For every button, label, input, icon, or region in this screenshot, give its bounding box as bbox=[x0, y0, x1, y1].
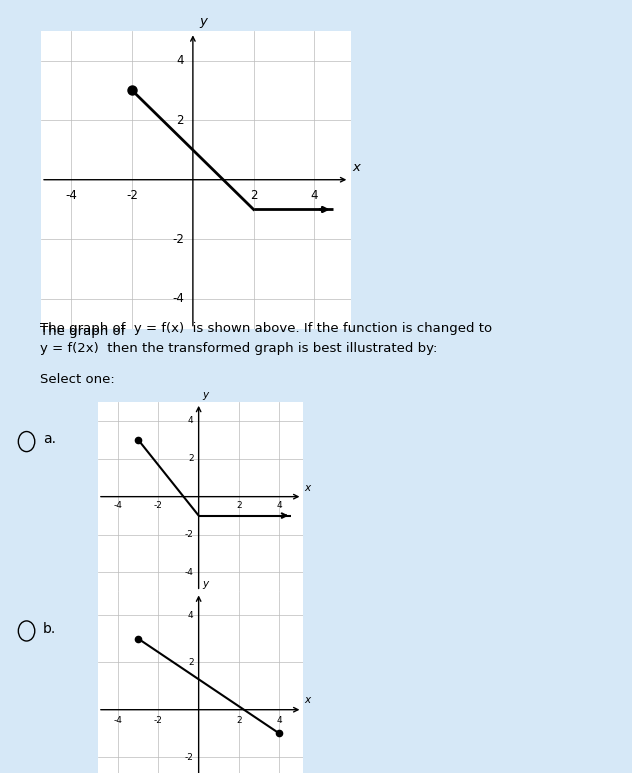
Text: -2: -2 bbox=[185, 530, 193, 539]
Text: 2: 2 bbox=[188, 658, 193, 667]
Text: -4: -4 bbox=[114, 716, 123, 724]
Text: b.: b. bbox=[43, 621, 56, 635]
Text: -2: -2 bbox=[154, 716, 163, 724]
Text: -4: -4 bbox=[114, 502, 123, 510]
Text: 4: 4 bbox=[310, 189, 318, 202]
Text: y: y bbox=[203, 390, 209, 400]
Text: 4: 4 bbox=[276, 716, 282, 724]
Text: The graph of                          is shown above. If the function is changed: The graph of is shown above. If the func… bbox=[40, 325, 498, 338]
Text: The graph of: The graph of bbox=[40, 325, 134, 338]
Text: -2: -2 bbox=[185, 753, 193, 761]
Text: 4: 4 bbox=[176, 54, 184, 67]
Text: x: x bbox=[305, 695, 310, 705]
Text: y: y bbox=[203, 579, 209, 589]
Text: Select one:: Select one: bbox=[40, 373, 114, 386]
Text: -4: -4 bbox=[172, 292, 184, 305]
Text: 4: 4 bbox=[188, 417, 193, 425]
Text: x: x bbox=[352, 161, 360, 174]
Text: -2: -2 bbox=[172, 233, 184, 246]
Text: 4: 4 bbox=[188, 611, 193, 619]
Text: 2: 2 bbox=[236, 502, 241, 510]
Text: 2: 2 bbox=[176, 114, 184, 127]
Text: y = f(2x)  then the transformed graph is best illustrated by:: y = f(2x) then the transformed graph is … bbox=[40, 342, 437, 355]
Text: -4: -4 bbox=[185, 568, 193, 577]
Text: 2: 2 bbox=[188, 455, 193, 463]
Text: 2: 2 bbox=[250, 189, 257, 202]
Text: The graph of  y = f(x)  is shown above. If the function is changed to: The graph of y = f(x) is shown above. If… bbox=[40, 322, 492, 335]
Text: -2: -2 bbox=[126, 189, 138, 202]
Text: 4: 4 bbox=[276, 502, 282, 510]
Text: -2: -2 bbox=[154, 502, 163, 510]
Text: x: x bbox=[305, 483, 310, 493]
Text: y: y bbox=[199, 15, 207, 28]
Text: a.: a. bbox=[43, 432, 56, 446]
Text: -4: -4 bbox=[66, 189, 77, 202]
Text: 2: 2 bbox=[236, 716, 241, 724]
